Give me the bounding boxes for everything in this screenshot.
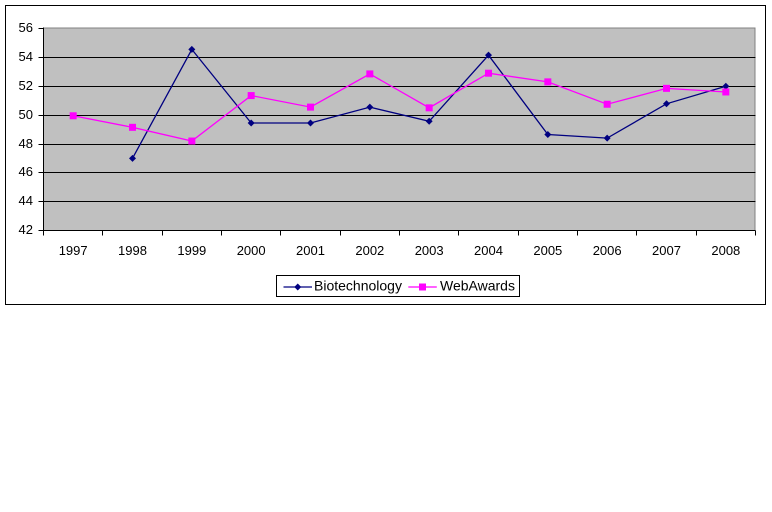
svg-text:44: 44 bbox=[19, 193, 33, 208]
svg-text:2002: 2002 bbox=[355, 243, 384, 258]
svg-text:2008: 2008 bbox=[711, 243, 740, 258]
svg-text:2007: 2007 bbox=[652, 243, 681, 258]
svg-text:2001: 2001 bbox=[296, 243, 325, 258]
svg-text:56: 56 bbox=[19, 20, 33, 35]
svg-text:WebAwards: WebAwards bbox=[440, 278, 515, 294]
svg-text:2005: 2005 bbox=[533, 243, 562, 258]
svg-text:52: 52 bbox=[19, 78, 33, 93]
svg-text:1998: 1998 bbox=[118, 243, 147, 258]
svg-text:2003: 2003 bbox=[415, 243, 444, 258]
svg-text:42: 42 bbox=[19, 222, 33, 237]
svg-text:46: 46 bbox=[19, 164, 33, 179]
svg-text:2000: 2000 bbox=[237, 243, 266, 258]
svg-text:48: 48 bbox=[19, 136, 33, 151]
svg-text:50: 50 bbox=[19, 107, 33, 122]
svg-text:Biotechnology: Biotechnology bbox=[314, 278, 402, 294]
svg-text:1997: 1997 bbox=[59, 243, 88, 258]
svg-text:54: 54 bbox=[19, 49, 33, 64]
svg-text:2004: 2004 bbox=[474, 243, 503, 258]
svg-text:2006: 2006 bbox=[593, 243, 622, 258]
svg-text:1999: 1999 bbox=[177, 243, 206, 258]
